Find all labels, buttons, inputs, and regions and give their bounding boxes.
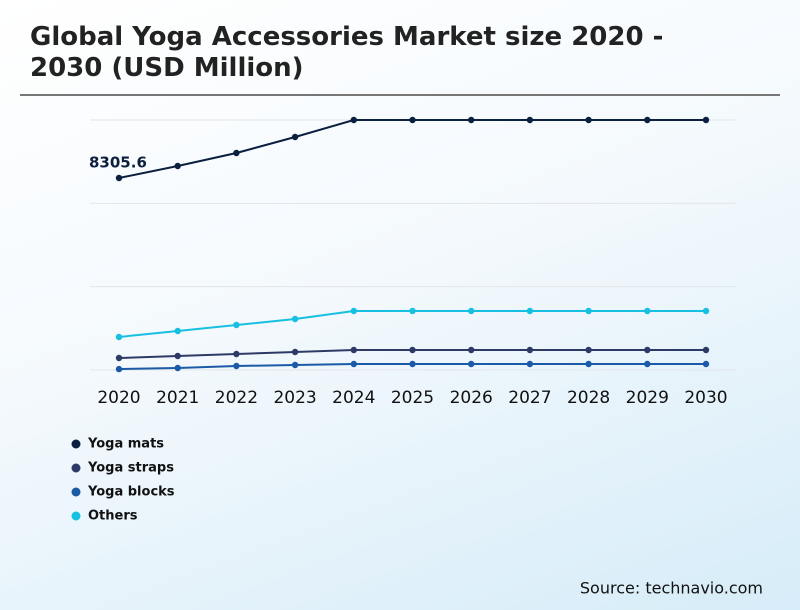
point — [409, 116, 416, 124]
point — [585, 346, 592, 354]
point — [174, 352, 181, 360]
point — [409, 346, 416, 354]
point — [585, 116, 592, 124]
legend-marker — [71, 487, 81, 497]
legend-marker — [71, 439, 81, 449]
point — [291, 133, 299, 141]
point — [585, 307, 592, 315]
point — [115, 365, 123, 373]
legend-label: Yoga blocks — [87, 485, 175, 500]
x-tick-label: 2024 — [332, 388, 375, 408]
legend-marker — [71, 463, 81, 473]
point — [644, 346, 651, 354]
series-line — [118, 119, 706, 179]
point — [291, 348, 299, 356]
point — [468, 360, 475, 368]
point — [350, 360, 357, 368]
legend-label: Yoga straps — [87, 461, 174, 476]
point — [233, 321, 240, 329]
point — [526, 116, 534, 124]
legend-label: Others — [88, 509, 138, 524]
point — [409, 307, 416, 315]
x-tick-label: 2027 — [508, 388, 551, 408]
x-tick-label: 2021 — [156, 388, 199, 408]
legend-label: Yoga mats — [87, 437, 164, 452]
x-tick-label: 2029 — [626, 388, 669, 408]
point — [233, 350, 240, 358]
point — [174, 364, 181, 372]
point — [115, 174, 123, 182]
x-tick-label: 2022 — [215, 388, 258, 408]
point — [468, 346, 475, 354]
point — [233, 362, 240, 370]
point — [174, 162, 181, 170]
chart-title: Global Yoga Accessories Market size 2020… — [30, 22, 664, 83]
x-tick-label: 2028 — [567, 388, 610, 408]
point — [233, 149, 240, 157]
point — [526, 360, 534, 368]
point — [702, 360, 710, 368]
title-rule — [20, 94, 780, 96]
data-label: 8305.6 — [89, 154, 147, 172]
x-tick-label: 2023 — [273, 388, 316, 408]
source: Source: technavio.com — [580, 579, 763, 598]
point — [702, 116, 710, 124]
point — [702, 346, 710, 354]
point — [115, 333, 123, 341]
point — [350, 346, 357, 354]
point — [526, 307, 534, 315]
point — [468, 307, 475, 315]
point — [644, 307, 651, 315]
point — [644, 116, 651, 124]
point — [644, 360, 651, 368]
point — [174, 327, 181, 335]
point — [350, 116, 357, 124]
x-tick-label: 2030 — [684, 388, 727, 408]
point — [526, 346, 534, 354]
point — [350, 307, 357, 315]
point — [115, 354, 123, 362]
point — [409, 360, 416, 368]
x-tick-label: 2020 — [97, 388, 140, 408]
point — [585, 360, 592, 368]
point — [702, 307, 710, 315]
point — [468, 116, 475, 124]
point — [291, 315, 299, 323]
series-line — [118, 310, 706, 338]
x-tick-label: 2026 — [450, 388, 493, 408]
legend-marker — [71, 511, 81, 521]
x-tick-label: 2025 — [391, 388, 434, 408]
point — [291, 361, 299, 369]
